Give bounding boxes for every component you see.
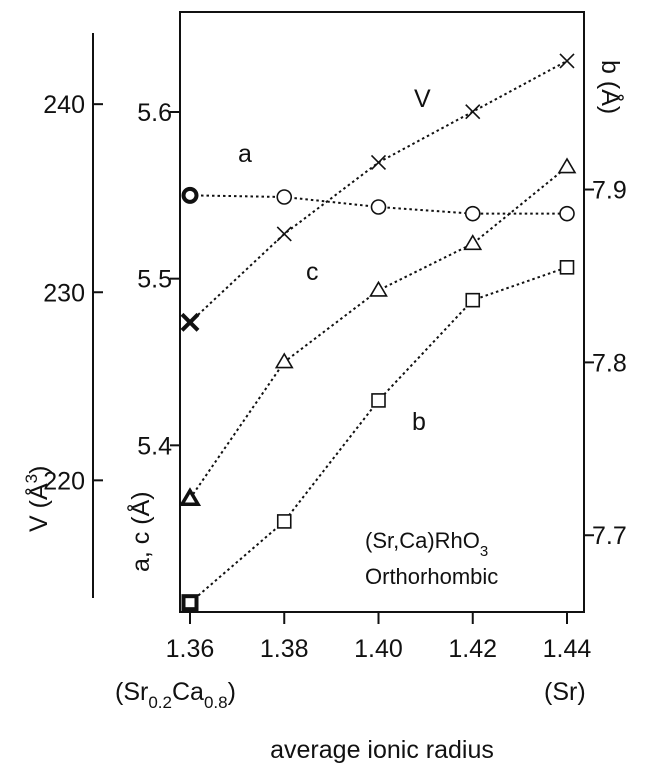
data-point-c xyxy=(369,280,388,297)
data-point-v xyxy=(276,226,292,242)
data-point-b xyxy=(371,393,386,408)
x-tick-label: 1.38 xyxy=(260,635,309,663)
series-label-b: b xyxy=(412,408,426,436)
data-point-a xyxy=(181,186,199,204)
x-end-label-left: (Sr0.2Ca0.8) xyxy=(115,678,236,712)
data-point-b xyxy=(181,594,199,612)
v-axis-title: V (Å3) xyxy=(22,466,53,532)
data-point-c xyxy=(463,234,483,251)
data-point-v xyxy=(465,104,481,120)
ac-tick-label: 5.4 xyxy=(137,432,172,460)
annotation-structure: Orthorhombic xyxy=(365,564,498,589)
series-label-c: c xyxy=(306,258,319,286)
b-axis-title: b (Å) xyxy=(596,60,626,114)
x-tick-label: 1.40 xyxy=(354,635,403,663)
data-point-b xyxy=(559,260,575,275)
annotation-formula: (Sr,Ca)RhO3 xyxy=(365,528,488,560)
x-axis-title: average ionic radius xyxy=(270,736,494,764)
ac-tick-label: 5.6 xyxy=(137,99,172,127)
data-point-a xyxy=(559,205,575,222)
v-tick-label: 230 xyxy=(43,279,85,307)
series-line-c xyxy=(189,166,568,500)
ac-tick-label: 5.5 xyxy=(137,266,172,294)
data-point-v xyxy=(559,53,575,69)
data-point-a xyxy=(370,199,387,215)
data-point-v xyxy=(370,154,387,171)
v-tick-label: 220 xyxy=(43,467,85,495)
v-tick-label: 240 xyxy=(43,91,85,119)
data-point-c xyxy=(178,487,202,507)
data-point-a xyxy=(464,205,481,222)
x-tick-label: 1.42 xyxy=(448,635,497,663)
ac-axis-title: a, c (Å) xyxy=(125,491,155,572)
data-point-c xyxy=(557,157,577,174)
plot-frame xyxy=(179,11,585,613)
b-tick-label: 7.9 xyxy=(592,177,627,205)
ticks-layer: 1.36 1.38 1.40 1.42 1.44 5.4 5.5 5.6 220 230 240 7.… xyxy=(43,91,626,663)
data-point-a xyxy=(276,189,293,205)
data-point-b xyxy=(276,514,292,529)
b-tick-label: 7.7 xyxy=(592,522,627,550)
series-label-v: V xyxy=(414,85,431,113)
data-point-b xyxy=(465,292,481,308)
series-line-b xyxy=(189,266,568,604)
b-tick-label: 7.8 xyxy=(592,349,627,377)
data-point-v xyxy=(180,312,200,332)
data-point-c xyxy=(274,352,294,369)
x-tick-label: 1.44 xyxy=(543,635,592,663)
series-layer xyxy=(178,53,577,612)
x-end-label-right: (Sr) xyxy=(544,678,586,706)
series-label-a: a xyxy=(238,140,252,168)
x-tick-label: 1.36 xyxy=(166,635,215,663)
